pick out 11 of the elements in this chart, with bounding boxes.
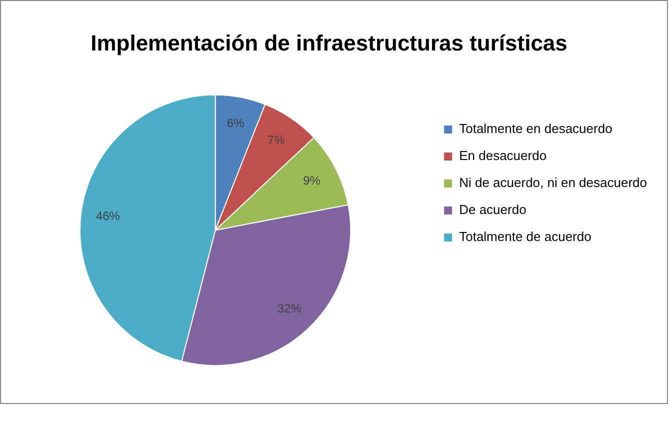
legend-label: Totalmente de acuerdo bbox=[459, 229, 592, 244]
data-label: 32% bbox=[277, 301, 302, 316]
legend-label: De acuerdo bbox=[459, 202, 526, 218]
legend-label: En desacuerdo bbox=[459, 148, 547, 164]
legend-label: Ni de acuerdo, ni en desacuerdo bbox=[459, 175, 648, 190]
chart-title: Implementación de infraestructuras turísticas bbox=[90, 30, 568, 56]
data-label: 46% bbox=[96, 208, 120, 223]
data-label: 9% bbox=[303, 173, 321, 188]
legend-label: Totalmente en desacuerdo bbox=[459, 121, 612, 136]
data-label: 6% bbox=[226, 116, 245, 130]
data-label: 7% bbox=[267, 132, 286, 147]
